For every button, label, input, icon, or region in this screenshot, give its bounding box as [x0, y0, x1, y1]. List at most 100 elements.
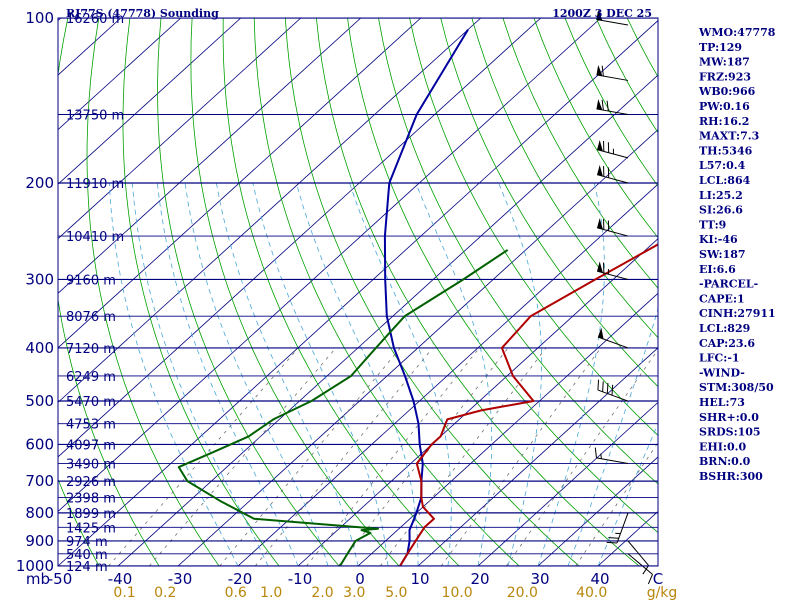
- barb-half-flag: [600, 453, 602, 459]
- dry-adiabat: [284, 18, 580, 566]
- index-entry: LCL:864: [699, 174, 751, 187]
- index-entry: FRZ:923: [699, 70, 751, 83]
- barb-shaft: [597, 389, 629, 402]
- wind-barb: [596, 261, 629, 280]
- pressure-unit-label: mb: [26, 570, 50, 588]
- temperature-tick-label: 10: [410, 570, 429, 588]
- wind-barb: [597, 379, 629, 402]
- index-entry: WB0:966: [698, 85, 756, 98]
- grid-layer: [58, 18, 800, 578]
- barb-pennant: [597, 218, 603, 230]
- isotherm: [58, 18, 242, 185]
- isotherm: [537, 456, 658, 566]
- index-entry: BSHR:300: [699, 470, 763, 483]
- pressure-tick-label: 900: [25, 532, 54, 550]
- mixing-ratio-label: 40.0: [576, 585, 607, 600]
- dry-adiabat: [347, 18, 658, 534]
- index-entry: LCL:829: [699, 322, 750, 335]
- mixing-ratio-line: [380, 347, 547, 566]
- index-entry: CINH:27911: [699, 307, 776, 320]
- valid-time: 1200Z 3 DEC 25: [552, 7, 652, 20]
- height-label: 2398 m: [66, 492, 116, 507]
- index-entry: SW:187: [699, 248, 746, 261]
- dry-adiabat: [316, 18, 640, 566]
- barb-shaft: [616, 512, 629, 544]
- dry-adiabat: [378, 18, 658, 485]
- mixing-ratio-label: 10.0: [442, 585, 473, 600]
- isotherm: [177, 129, 658, 566]
- height-label: 6249 m: [66, 370, 116, 385]
- barb-shaft: [596, 18, 629, 26]
- barb-flag: [602, 381, 604, 392]
- index-entry: LI:25.2: [699, 189, 743, 202]
- index-entry: SRDS:105: [699, 426, 761, 439]
- pressure-tick-label: 400: [25, 339, 54, 357]
- index-entry: STM:308/50: [699, 381, 774, 394]
- dry-adiabat: [783, 18, 800, 578]
- barb-shaft: [627, 553, 653, 575]
- barb-shaft: [596, 457, 629, 464]
- height-label: 2926 m: [66, 475, 116, 490]
- dry-adiabat: [253, 18, 520, 566]
- pressure-tick-label: 800: [25, 504, 54, 522]
- barb-flag: [594, 447, 597, 458]
- temperature-tick-label: -10: [288, 570, 313, 588]
- isotherm: [357, 292, 658, 566]
- barb-pennant: [597, 327, 604, 340]
- barb-pennant: [597, 261, 603, 273]
- moist-adiabat: [498, 182, 542, 566]
- barb-flag: [647, 574, 653, 585]
- wind-barb: [594, 447, 629, 464]
- parcel-path-line: [383, 29, 469, 566]
- mixing-ratio-line: [254, 347, 433, 566]
- isotherm: [58, 18, 482, 403]
- temperature-tick-label: 20: [470, 570, 489, 588]
- index-entry: BRN:0.0: [699, 455, 751, 468]
- isotherm: [297, 238, 658, 566]
- index-entry: TH:5346: [699, 144, 753, 157]
- temperature-tick-label: 30: [530, 570, 549, 588]
- barb-flag: [606, 541, 618, 544]
- isotherm: [58, 18, 542, 458]
- wind-barb: [596, 65, 629, 81]
- mixing-ratio-label: 0.6: [225, 585, 247, 600]
- dry-adiabat: [440, 18, 658, 388]
- dry-adiabat: [471, 18, 658, 339]
- moist-adiabat: [597, 422, 658, 566]
- chart-title: RJ77S (47778) Sounding: [66, 7, 219, 20]
- index-entry: CAPE:1: [699, 292, 745, 305]
- mixing-ratio-unit: g/kg: [647, 585, 678, 600]
- height-label: 10410 m: [66, 230, 124, 245]
- index-entry: EI:6.6: [699, 263, 736, 276]
- isotherm: [417, 347, 658, 566]
- moist-adiabat: [157, 182, 299, 566]
- dry-adiabat: [157, 18, 340, 566]
- mixing-ratio-label: 20.0: [507, 585, 538, 600]
- barb-pennant: [596, 99, 603, 110]
- barb-flag: [642, 565, 649, 575]
- index-entry: MAXT:7.3: [699, 130, 759, 143]
- temperature-tick-label: 0: [355, 570, 365, 588]
- index-entry: TP:129: [699, 41, 742, 54]
- height-label: 13750 m: [66, 108, 124, 123]
- wind-barb: [596, 99, 629, 115]
- index-entry: RH:16.2: [699, 115, 749, 128]
- barb-shaft: [596, 108, 629, 115]
- height-label: 5470 m: [66, 395, 116, 410]
- mixing-ratio-label: 5.0: [385, 585, 407, 600]
- height-label: 8076 m: [66, 310, 116, 325]
- dry-adiabat: [752, 18, 800, 578]
- height-label: 4097 m: [66, 438, 116, 453]
- dry-adiabat: [58, 18, 160, 566]
- barb-pennant: [597, 139, 603, 152]
- barb-flag: [606, 383, 609, 394]
- dry-adiabat: [502, 18, 658, 289]
- index-entry: KI:-46: [699, 233, 738, 246]
- moist-adiabat: [184, 182, 329, 566]
- height-label: 124 m: [66, 560, 108, 575]
- temperature-tick-label: -50: [48, 570, 73, 588]
- plot-frame: [57, 17, 659, 567]
- dry-adiabat: [222, 18, 460, 566]
